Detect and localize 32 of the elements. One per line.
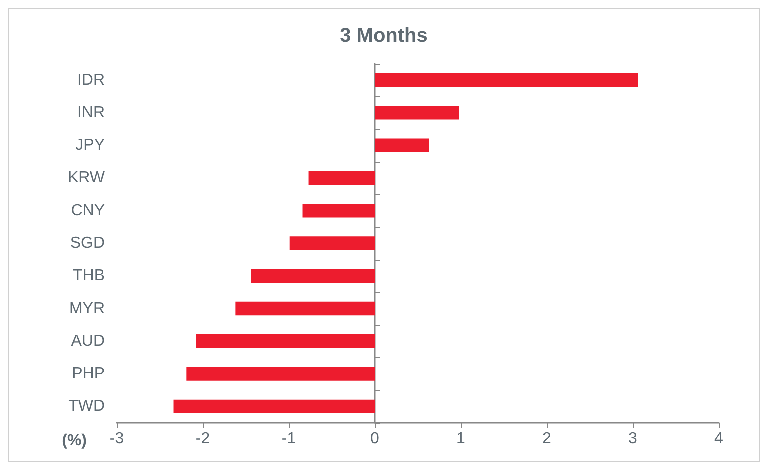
x-tick-label: 4 (714, 430, 724, 448)
bar (196, 334, 375, 348)
x-tick-label: -1 (282, 430, 296, 448)
bar (251, 269, 375, 283)
bar (375, 106, 460, 120)
y-tick-label: PHP (72, 366, 105, 383)
y-tick-label: THB (73, 268, 105, 285)
chart-title: 3 Months (340, 25, 428, 47)
x-tick-label: 3 (628, 430, 638, 448)
bar (308, 171, 375, 186)
y-tick-label: JPY (76, 137, 106, 154)
bar (290, 236, 375, 250)
bar (302, 204, 375, 218)
y-tick-label: SGD (70, 235, 105, 252)
y-tick-label: AUD (71, 332, 105, 350)
bar (186, 367, 375, 381)
y-tick-label: TWD (68, 398, 105, 416)
bar (375, 138, 430, 152)
y-tick-label: MYR (69, 300, 105, 318)
y-tick-label: CNY (71, 202, 106, 220)
x-tick-label: 0 (370, 430, 380, 448)
y-tick-label: IDR (77, 72, 105, 89)
x-tick-label: 2 (542, 430, 552, 448)
x-tick-label: -2 (196, 430, 210, 448)
x-axis-title: (%) (62, 432, 87, 450)
x-tick-label: -3 (110, 430, 124, 448)
bar (236, 302, 375, 316)
y-tick-label: KRW (68, 170, 106, 187)
bar (375, 73, 638, 88)
bar (174, 400, 375, 414)
y-tick-label: INR (77, 104, 105, 122)
x-tick-label: 1 (456, 430, 466, 448)
